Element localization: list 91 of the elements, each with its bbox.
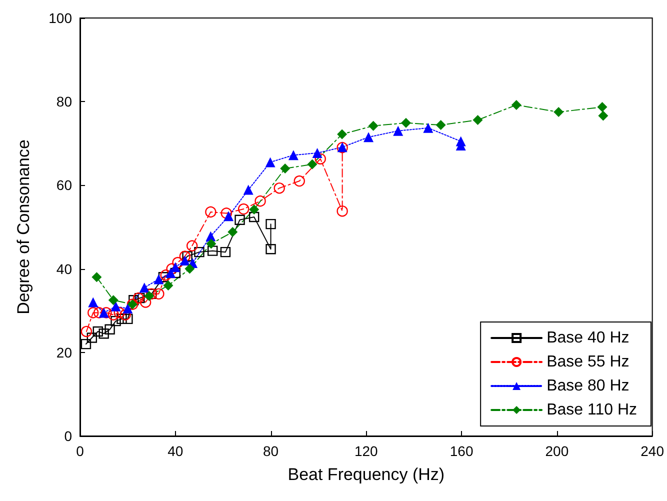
point xyxy=(254,195,266,207)
point xyxy=(154,274,164,284)
point xyxy=(400,118,411,128)
point xyxy=(120,309,131,320)
point xyxy=(393,126,404,136)
point xyxy=(224,211,234,222)
point xyxy=(92,272,102,282)
point xyxy=(100,307,112,318)
point xyxy=(92,326,103,337)
point xyxy=(205,206,216,218)
x-tick-label: 0 xyxy=(76,443,84,459)
point xyxy=(288,150,298,160)
point xyxy=(234,214,245,225)
point xyxy=(423,122,434,133)
point xyxy=(307,159,318,170)
point xyxy=(280,163,290,174)
point xyxy=(163,280,174,291)
point xyxy=(140,296,152,308)
point xyxy=(436,120,446,130)
x-tick-label: 40 xyxy=(168,443,184,459)
point xyxy=(186,240,198,252)
point xyxy=(179,250,191,262)
point xyxy=(160,269,172,281)
point xyxy=(243,184,254,195)
point xyxy=(220,246,231,258)
point xyxy=(172,256,184,268)
point xyxy=(554,107,564,118)
point xyxy=(88,307,99,318)
y-tick-label: 0 xyxy=(64,428,72,444)
legend-label: Base 110 Hz xyxy=(546,402,637,418)
point xyxy=(368,120,378,131)
point xyxy=(364,132,374,142)
point xyxy=(249,204,260,214)
y-tick-label: 80 xyxy=(56,94,72,110)
point xyxy=(598,110,608,121)
point xyxy=(194,246,204,258)
point xyxy=(80,326,92,338)
x-tick-label: 120 xyxy=(354,443,378,459)
point xyxy=(110,301,121,312)
y-axis-title: Degree of Consonance xyxy=(14,140,33,314)
point xyxy=(166,268,176,278)
point xyxy=(238,203,250,215)
point xyxy=(274,182,285,194)
y-tick-label: 40 xyxy=(56,260,72,277)
point xyxy=(122,304,133,314)
point xyxy=(207,246,218,256)
x-tick-label: 160 xyxy=(450,443,474,459)
point xyxy=(108,309,119,320)
point xyxy=(86,332,98,343)
legend-label: Base 40 Hz xyxy=(546,330,630,346)
point xyxy=(180,255,190,266)
point xyxy=(144,290,154,301)
point xyxy=(312,148,322,158)
point xyxy=(153,288,164,300)
point xyxy=(597,102,608,112)
y-tick-label: 20 xyxy=(56,344,72,360)
point xyxy=(472,114,483,125)
x-tick-label: 80 xyxy=(262,443,279,459)
point xyxy=(314,153,326,164)
y-tick-label: 100 xyxy=(48,10,72,26)
point xyxy=(98,308,109,318)
point xyxy=(206,238,216,249)
x-axis-title: Beat Frequency (Hz) xyxy=(288,465,445,484)
point xyxy=(139,282,150,293)
x-tick-label: 240 xyxy=(640,443,664,459)
y-tick-label: 60 xyxy=(56,177,72,194)
legend-label: Base 55 Hz xyxy=(546,354,630,370)
point xyxy=(114,307,125,318)
point xyxy=(228,227,238,238)
point xyxy=(184,264,195,274)
point xyxy=(294,175,305,187)
legend-label: Base 80 Hz xyxy=(546,378,630,394)
point xyxy=(104,324,115,335)
point xyxy=(110,316,121,326)
point xyxy=(336,206,348,217)
point xyxy=(122,314,133,324)
x-tick-label: 200 xyxy=(545,443,569,459)
point xyxy=(265,157,276,168)
point xyxy=(80,338,92,350)
point xyxy=(182,251,192,262)
point xyxy=(248,212,260,222)
point xyxy=(108,295,118,306)
point xyxy=(266,244,276,254)
point xyxy=(98,328,109,339)
point xyxy=(337,129,348,140)
point xyxy=(220,208,232,219)
point xyxy=(170,262,180,272)
point xyxy=(266,218,276,230)
point xyxy=(88,297,98,308)
point xyxy=(511,100,522,110)
point xyxy=(116,314,127,324)
